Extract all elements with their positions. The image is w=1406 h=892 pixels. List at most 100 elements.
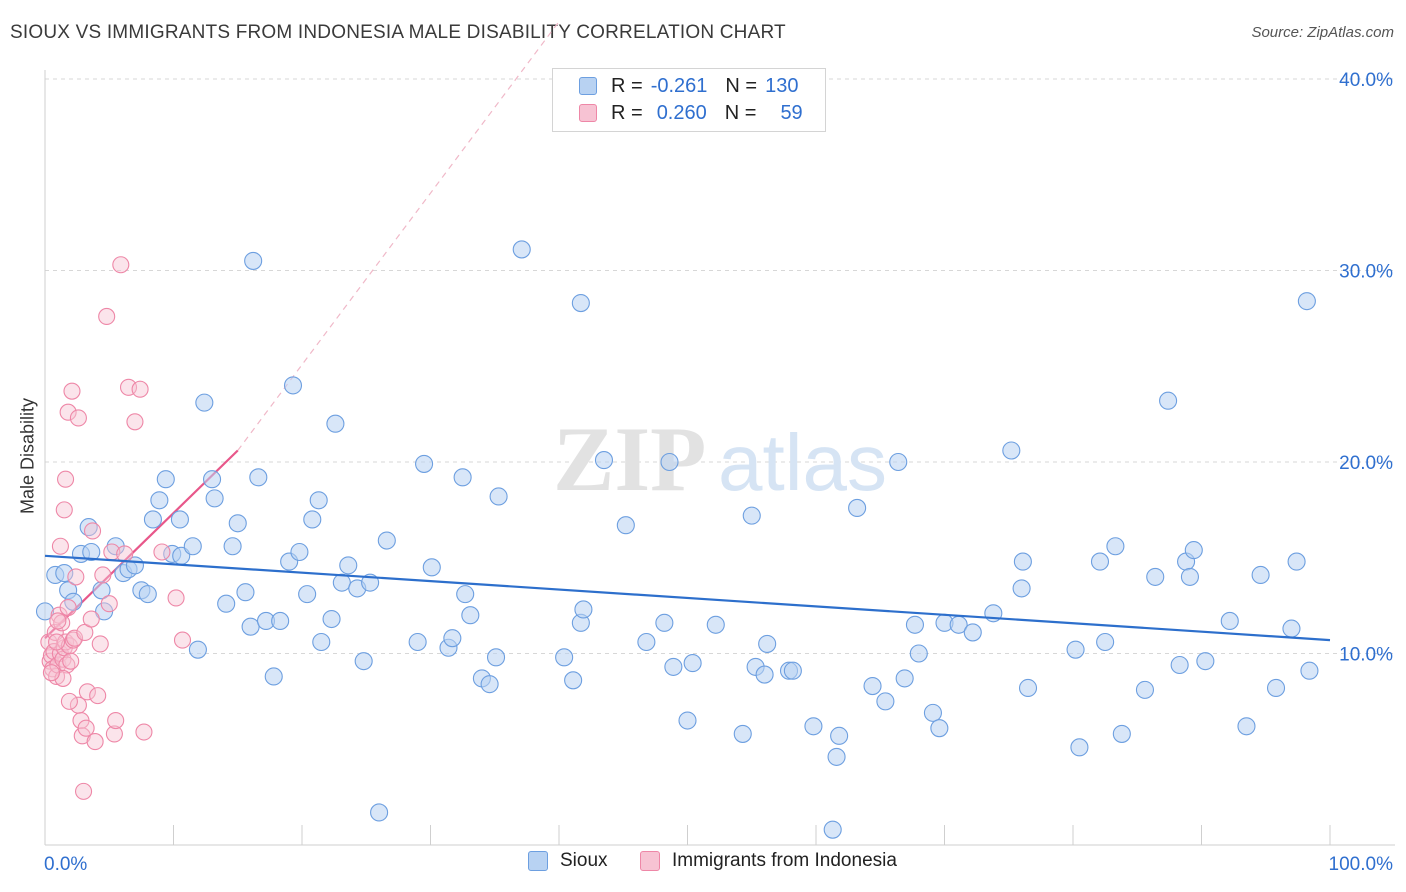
sioux-point: [35, 602, 55, 621]
sioux-point: [195, 393, 214, 412]
indonesia-point: [57, 470, 75, 488]
sioux-point: [678, 711, 697, 730]
sioux-point: [150, 491, 169, 510]
sioux-point: [555, 648, 574, 667]
y-tick-label: 10.0%: [1339, 645, 1393, 666]
bottom-legend-indonesia: Immigrants from Indonesia: [640, 850, 897, 872]
watermark-zip: ZIP: [553, 408, 706, 510]
indonesia-point: [83, 522, 102, 540]
sioux-point: [1297, 292, 1316, 311]
sioux-point: [486, 648, 506, 667]
sioux-point: [1106, 537, 1125, 556]
chart-title: SIOUX VS IMMIGRANTS FROM INDONESIA MALE …: [10, 22, 786, 43]
sioux-point: [1066, 640, 1085, 659]
indonesia-point: [116, 545, 134, 563]
sioux-point: [322, 609, 341, 629]
y-tick-label: 40.0%: [1339, 70, 1393, 91]
sioux-point: [290, 542, 309, 562]
sioux-point: [848, 498, 867, 518]
sioux-point: [827, 747, 846, 766]
bottom-legend-label-sioux: Sioux: [560, 850, 608, 871]
indonesia-point: [62, 652, 80, 670]
indonesia-point: [100, 595, 118, 613]
sioux-point: [456, 585, 475, 604]
watermark: ZIP atlas: [553, 408, 887, 510]
indonesia-point: [131, 380, 149, 398]
x-tick-label: 100.0%: [1329, 854, 1394, 875]
sioux-point: [217, 594, 236, 613]
indonesia-point: [59, 403, 77, 421]
sioux-point: [804, 717, 823, 736]
sioux-point: [1220, 611, 1239, 630]
sioux-point: [1251, 565, 1270, 585]
sioux-point: [1237, 717, 1256, 736]
sioux-point: [594, 451, 614, 470]
x-tick-label: 0.0%: [44, 854, 87, 875]
indonesia-point: [59, 598, 77, 617]
indonesia-point: [78, 683, 96, 701]
sioux-point: [82, 542, 101, 562]
sioux-point: [1196, 652, 1215, 671]
sioux-point: [755, 665, 774, 684]
sioux-point: [742, 506, 761, 525]
legend-row-indonesia: R = 0.260 N = 59: [579, 100, 803, 126]
indonesia-point: [107, 711, 125, 730]
tick-labels: 10.0% 20.0% 30.0% 40.0% 0.0% 100.0%: [44, 70, 1393, 875]
sioux-point: [339, 556, 358, 575]
sioux-point: [241, 617, 260, 636]
sioux-point: [1146, 567, 1165, 586]
sioux-point: [512, 240, 531, 259]
legend-n-value: 59: [780, 101, 803, 124]
indonesia-point: [51, 537, 69, 555]
sioux-point: [1287, 552, 1306, 571]
indonesia-point: [105, 725, 123, 743]
sioux-point: [1013, 552, 1032, 571]
sioux-point: [830, 726, 849, 745]
legend-r-label: R =: [611, 74, 643, 97]
indonesia-points: [40, 256, 192, 800]
sioux-point: [203, 470, 222, 489]
sioux-point: [422, 558, 441, 577]
indonesia-point: [167, 589, 185, 607]
indonesia-point: [49, 612, 67, 630]
legend-swatch-sioux: [579, 77, 597, 95]
indonesia-point: [42, 664, 60, 682]
indonesia-point: [66, 629, 84, 647]
sioux-point: [823, 820, 842, 839]
sioux-point: [733, 724, 752, 743]
sioux-point: [228, 514, 247, 533]
bottom-legend-swatch-sioux: [528, 851, 548, 871]
sioux-point: [1090, 552, 1110, 571]
sioux-point: [783, 661, 802, 680]
sioux-point: [408, 632, 427, 652]
sioux-point: [1018, 678, 1038, 698]
indonesia-point: [173, 631, 192, 649]
sioux-point: [138, 585, 157, 604]
sioux-point: [683, 654, 702, 673]
indonesia-point: [112, 256, 130, 274]
indonesia-point: [126, 413, 144, 431]
legend-n-value: 130: [765, 74, 799, 97]
legend-r-label: R =: [611, 101, 643, 124]
sioux-point: [963, 623, 982, 642]
y-tick-label: 30.0%: [1339, 262, 1393, 283]
sioux-point: [1002, 441, 1021, 460]
indonesia-point: [69, 696, 87, 714]
legend-row-sioux: R = -0.261 N = 130: [579, 73, 798, 99]
indonesia-point: [98, 307, 116, 326]
sioux-point: [92, 581, 111, 600]
sioux-point: [489, 487, 508, 506]
indonesia-point: [55, 501, 73, 519]
sioux-point: [876, 692, 895, 711]
legend-n-label: N =: [724, 101, 757, 124]
sioux-trend: [44, 554, 1331, 642]
indonesia-point: [60, 692, 78, 710]
sioux-point: [1012, 579, 1031, 598]
sioux-point: [461, 606, 480, 625]
sioux-point: [370, 803, 389, 822]
sioux-point: [298, 585, 317, 604]
indonesia-point: [94, 566, 112, 584]
sioux-point: [223, 537, 242, 556]
sioux-point: [183, 537, 202, 556]
sioux-point: [303, 510, 322, 529]
